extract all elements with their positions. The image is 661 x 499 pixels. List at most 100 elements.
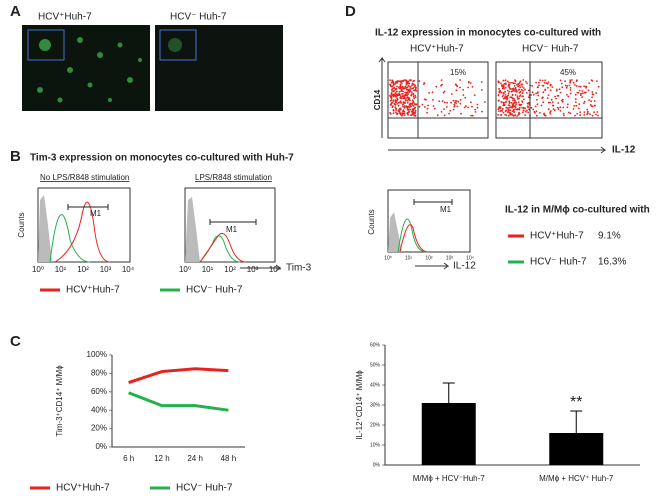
dot bbox=[410, 79, 412, 81]
panel-label: C bbox=[10, 333, 21, 350]
dot bbox=[517, 101, 520, 103]
subtitle: No LPS/R848 stimulation bbox=[40, 173, 129, 182]
dot bbox=[462, 89, 464, 91]
dot bbox=[513, 108, 515, 111]
dot bbox=[514, 106, 517, 109]
dot bbox=[518, 111, 520, 114]
dot bbox=[498, 81, 500, 84]
dot bbox=[511, 90, 514, 93]
dot bbox=[589, 113, 591, 115]
dot bbox=[405, 79, 408, 82]
dot bbox=[549, 83, 552, 86]
dot bbox=[514, 86, 517, 89]
dot bbox=[398, 90, 401, 93]
annotation: ** bbox=[570, 394, 582, 411]
image-label: HCV⁺Huh-7 bbox=[38, 12, 92, 23]
histogram bbox=[184, 187, 276, 263]
dot bbox=[579, 85, 582, 88]
dot bbox=[564, 80, 566, 82]
dot bbox=[407, 109, 410, 111]
dot bbox=[403, 87, 406, 89]
dot bbox=[581, 90, 584, 92]
dot bbox=[469, 82, 472, 84]
y-tick-label: 60% bbox=[370, 342, 381, 348]
dot bbox=[538, 84, 540, 87]
dot bbox=[406, 88, 408, 91]
dot bbox=[511, 110, 514, 112]
dot bbox=[557, 108, 560, 111]
dot bbox=[411, 112, 414, 114]
dot bbox=[574, 98, 577, 101]
dot bbox=[393, 94, 395, 97]
dot bbox=[518, 107, 521, 109]
x-tick-label: 12 h bbox=[154, 454, 170, 463]
line-series bbox=[128, 391, 229, 412]
dot bbox=[561, 100, 564, 103]
x-tick-label: 48 h bbox=[221, 454, 237, 463]
dot bbox=[514, 82, 516, 85]
dot bbox=[567, 111, 570, 114]
panel-title: Tim-3 expression on monocytes co-culture… bbox=[30, 153, 294, 164]
dot bbox=[503, 104, 506, 107]
dot bbox=[512, 106, 515, 108]
dot bbox=[576, 79, 578, 82]
dot bbox=[413, 83, 415, 86]
y-label: Counts bbox=[367, 209, 376, 234]
dot bbox=[504, 94, 507, 96]
dot bbox=[549, 89, 552, 92]
dot bbox=[393, 86, 396, 89]
dot bbox=[594, 104, 596, 107]
dot bbox=[406, 86, 409, 89]
dot bbox=[443, 90, 446, 93]
dot bbox=[526, 109, 528, 112]
dot bbox=[534, 112, 536, 114]
dot bbox=[555, 88, 558, 91]
dot bbox=[398, 93, 401, 95]
dot bbox=[508, 90, 511, 93]
dot bbox=[511, 94, 514, 96]
dot bbox=[566, 106, 569, 109]
dot bbox=[506, 80, 509, 83]
axis-tick-label: 10⁰ bbox=[384, 255, 392, 261]
dot bbox=[391, 80, 394, 82]
dot bbox=[566, 93, 568, 96]
dot bbox=[405, 97, 408, 99]
dot bbox=[575, 85, 578, 87]
dot bbox=[586, 108, 589, 111]
dot bbox=[400, 89, 403, 91]
micrograph bbox=[22, 25, 150, 111]
axis-tick-label: 10³ bbox=[446, 255, 454, 261]
dot bbox=[573, 84, 576, 86]
dot bbox=[455, 84, 458, 87]
legend-pct: 16.3% bbox=[598, 257, 626, 268]
dot bbox=[517, 98, 519, 100]
dot bbox=[476, 106, 479, 109]
dot bbox=[539, 112, 541, 114]
dot bbox=[412, 87, 415, 89]
x-label: IL-12 bbox=[453, 261, 476, 272]
dot bbox=[425, 98, 427, 101]
dot bbox=[536, 92, 539, 94]
dot bbox=[390, 95, 393, 98]
dot bbox=[503, 102, 505, 104]
dot bbox=[538, 81, 540, 84]
dot bbox=[507, 107, 509, 109]
dot bbox=[464, 96, 467, 99]
dot bbox=[497, 94, 500, 97]
dot bbox=[555, 97, 557, 100]
dot bbox=[501, 87, 504, 90]
dot bbox=[502, 94, 505, 96]
dot bbox=[409, 86, 412, 88]
dot bbox=[512, 102, 515, 105]
dot bbox=[596, 80, 598, 82]
dot bbox=[398, 111, 401, 114]
dot bbox=[501, 110, 503, 112]
axis-tick-label: 10⁰ bbox=[179, 265, 191, 274]
dot bbox=[497, 113, 499, 116]
dot bbox=[505, 114, 508, 116]
dot bbox=[549, 113, 552, 115]
dot bbox=[580, 92, 582, 95]
dot bbox=[507, 92, 510, 95]
dot bbox=[520, 83, 523, 86]
dot bbox=[524, 88, 526, 91]
